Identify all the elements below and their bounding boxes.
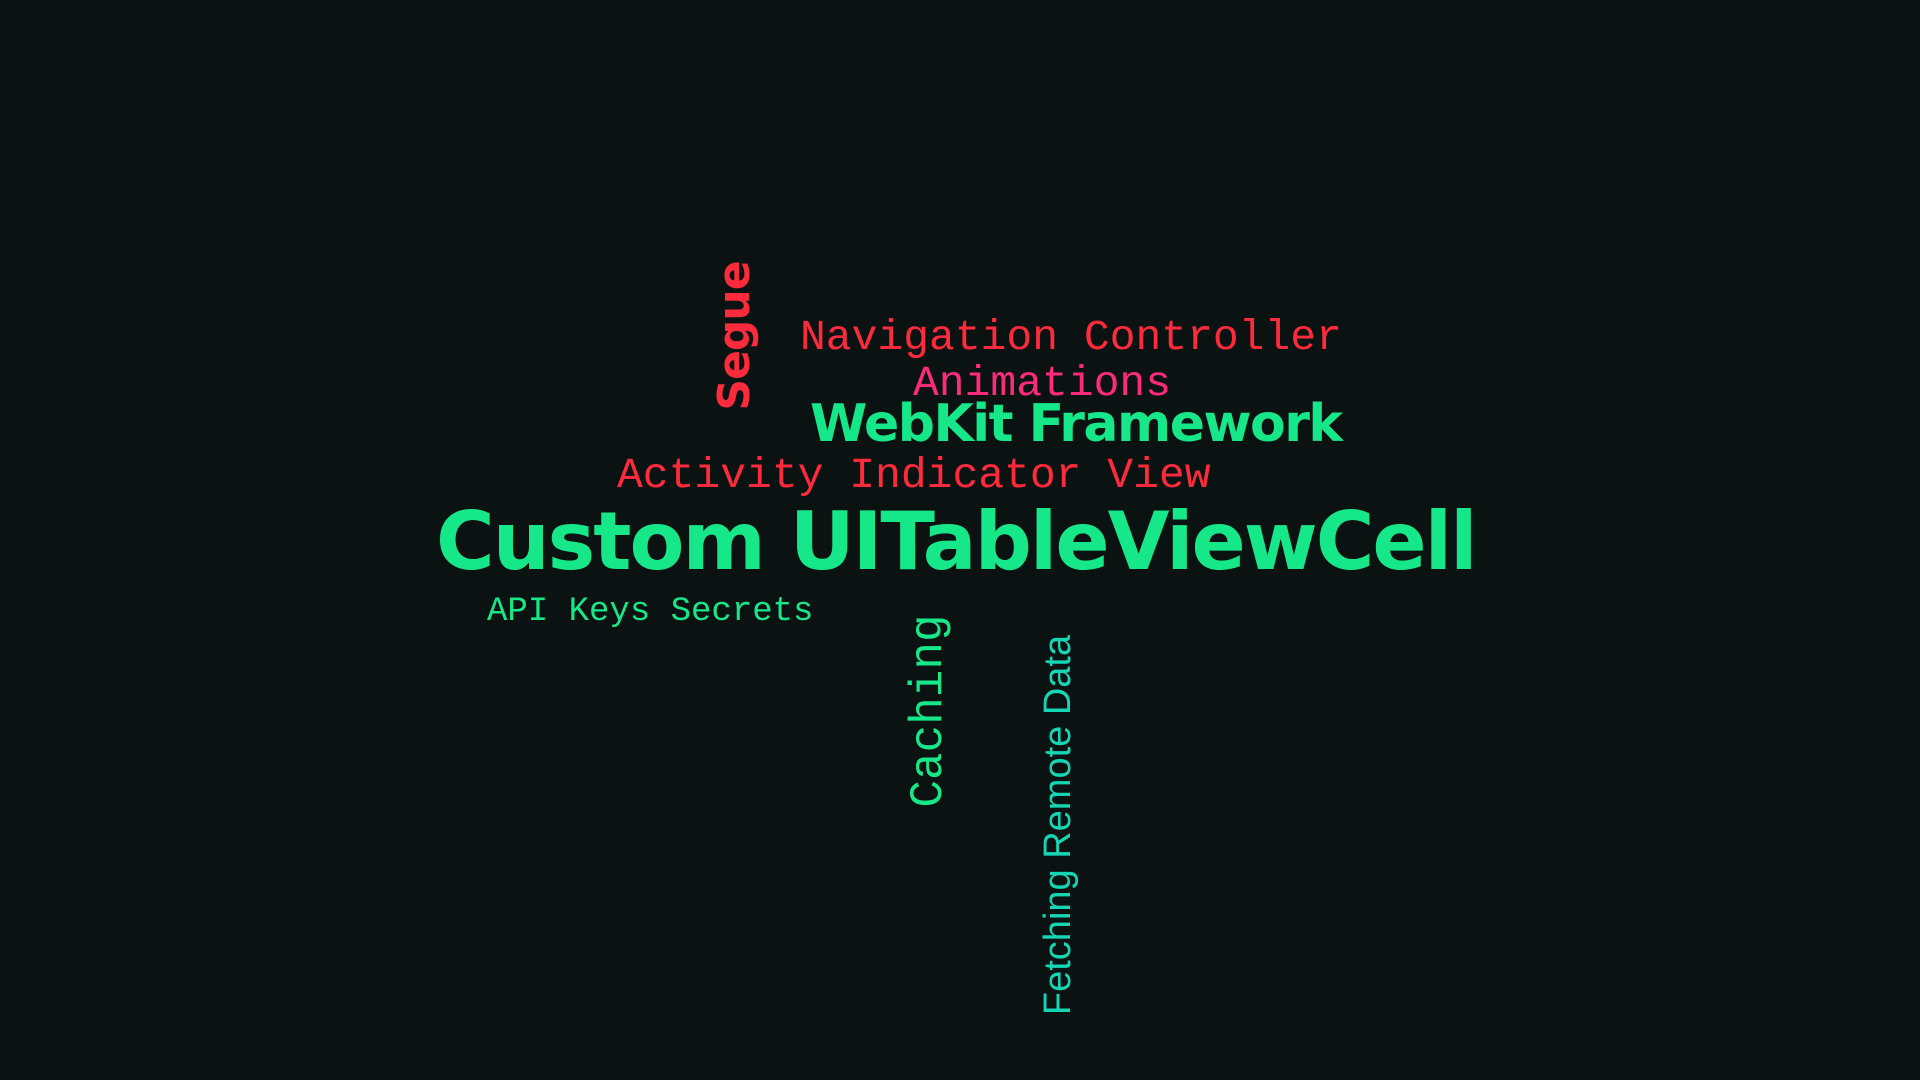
word-segue: Segue <box>709 261 760 411</box>
word-caching: Caching <box>903 614 955 808</box>
word-animations: Animations <box>913 359 1172 408</box>
word-webkit-framework: WebKit Framework <box>810 394 1343 454</box>
word-activity-indicator-view: Activity Indicator View <box>617 451 1211 500</box>
word-api-keys-secrets: API Keys Secrets <box>487 593 814 631</box>
word-navigation-controller: Navigation Controller <box>800 313 1342 362</box>
word-fetching-remote-data: Fetching Remote Data <box>1037 634 1079 1016</box>
word-custom-uitableviewcell: Custom UITableViewCell <box>436 495 1478 588</box>
